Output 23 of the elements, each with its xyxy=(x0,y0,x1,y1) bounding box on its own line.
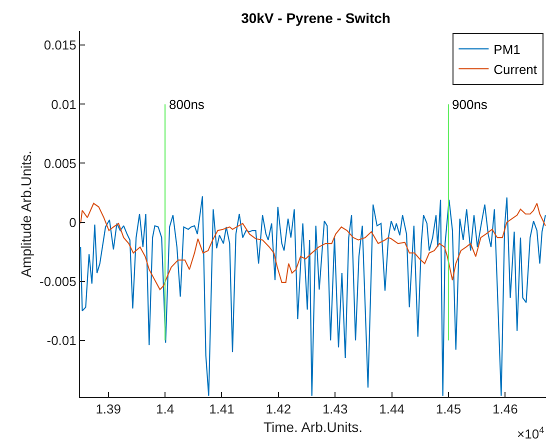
x-tick-label: 1.46 xyxy=(492,402,518,417)
y-tick-label: 0.005 xyxy=(44,156,76,171)
x-tick-label: 1.43 xyxy=(322,402,348,417)
annotation: 800ns xyxy=(169,97,205,112)
legend-label: PM1 xyxy=(494,42,520,57)
x-tick-label: 1.4 xyxy=(156,402,174,417)
x-tick-label: 1.45 xyxy=(436,402,462,417)
y-tick-label: 0.01 xyxy=(51,96,76,112)
y-tick-label: -0.005 xyxy=(40,274,76,289)
chart-title: 30kV - Pyrene - Switch xyxy=(241,10,390,26)
x-tick-label: 1.44 xyxy=(379,402,404,417)
x-tick-label: 1.39 xyxy=(96,402,122,417)
x-tick-label: 1.42 xyxy=(266,402,292,417)
y-tick-label: -0.01 xyxy=(46,332,76,348)
text: ×10$^{4}$ xyxy=(517,425,544,442)
annotation: 900ns xyxy=(452,97,488,112)
y-tick-label: 0.015 xyxy=(44,38,76,53)
y-axis-title: Amplitude Arb.Units. xyxy=(18,150,34,278)
x-axis-title: Time. Arb.Units. xyxy=(263,418,363,435)
legend-label: Current xyxy=(494,62,538,77)
line-series xyxy=(80,202,546,290)
y-tick-label: 0 xyxy=(69,214,76,230)
x-tick-label: 1.41 xyxy=(209,402,234,417)
